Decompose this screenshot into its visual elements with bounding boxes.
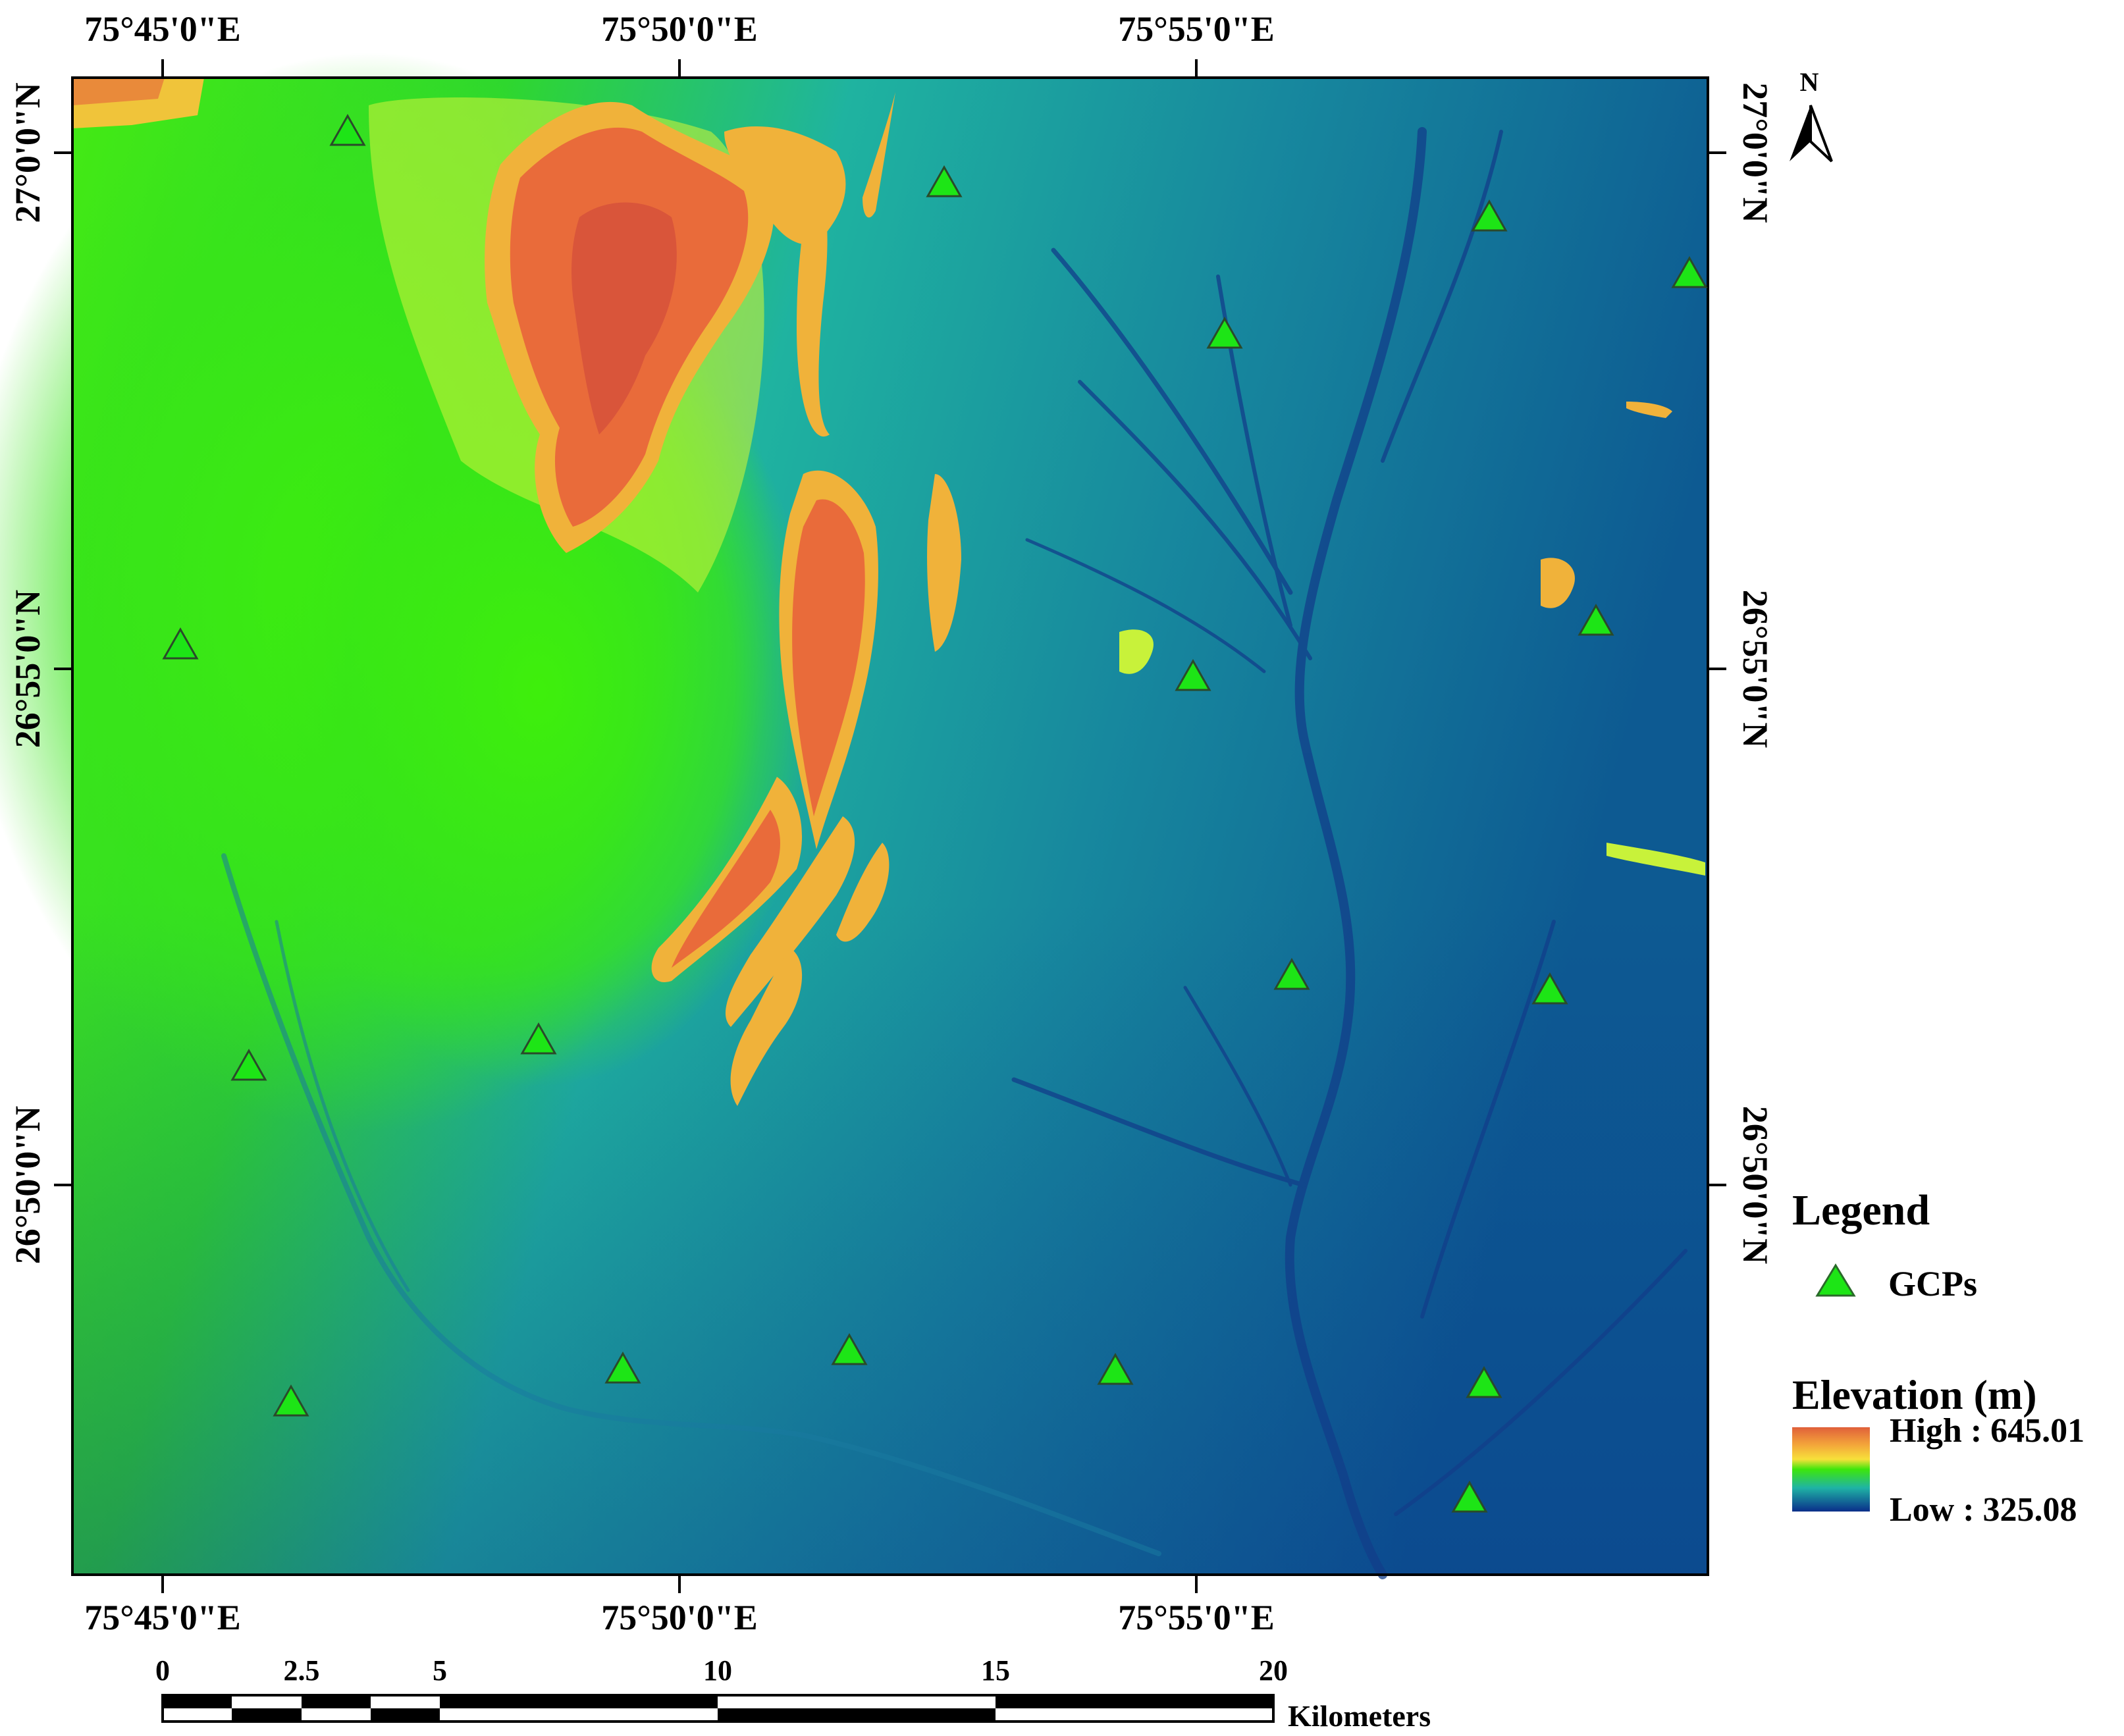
graticule-ticks [54, 59, 1726, 1593]
top-lon-label: 75°50'0"E [601, 9, 758, 49]
gcp-markers [162, 113, 1708, 1513]
scale-bar-segment [996, 1708, 1273, 1722]
elevation-high-label: High : 645.01 [1890, 1412, 2084, 1450]
north-arrow: N [1790, 67, 1833, 163]
gcp-marker-icon [273, 1384, 309, 1417]
gcp-marker-icon [604, 1351, 641, 1384]
elevation-raster [0, 53, 1708, 1579]
gcp-legend-icon [1815, 1263, 1856, 1297]
western-channels [221, 853, 1161, 1556]
gcp-marker-icon [329, 113, 366, 146]
scale-bar-segment [163, 1695, 232, 1708]
gcp-marker-icon [1451, 1480, 1488, 1513]
scale-bar-segment [440, 1708, 718, 1722]
scale-unit-label: Kilometers [1288, 1699, 1431, 1733]
scale-bar-segment [440, 1695, 718, 1708]
gcp-marker-icon [1206, 316, 1243, 349]
gcp-marker-icon [1531, 972, 1568, 1005]
elevation-color-ramp [1792, 1427, 1870, 1512]
central-ridge [651, 92, 961, 1106]
gcp-marker-icon [831, 1332, 868, 1365]
north-arrow-label: N [1800, 67, 1819, 97]
bottom-lon-label: 75°55'0"E [1118, 1598, 1275, 1637]
scale-tick-label: 20 [1259, 1654, 1288, 1687]
bottom-lon-label: 75°45'0"E [84, 1598, 241, 1637]
scale-bar-segment [163, 1708, 232, 1722]
right-lat-label: 27°0'0"N [1736, 82, 1775, 223]
gcp-marker-icon [1273, 957, 1310, 990]
elevation-title: Elevation (m) [1792, 1371, 2037, 1418]
left-lat-label: 26°55'0"N [8, 590, 47, 749]
gcp-marker-icon [1175, 658, 1211, 691]
scale-tick-label: 2.5 [284, 1654, 320, 1687]
legend: Legend GCPs Elevation (m) High : 645.01 … [1792, 1186, 2084, 1529]
bottom-lon-label: 75°50'0"E [601, 1598, 758, 1637]
scale-bar-outline [161, 1694, 1275, 1723]
scale-bar-segment [996, 1695, 1273, 1708]
scale-bar-segment [302, 1695, 371, 1708]
gcp-marker-icon [230, 1048, 267, 1081]
scale-tick-label: 15 [981, 1654, 1010, 1687]
right-latitude-labels: 27°0'0"N 26°55'0"N 26°50'0"N [1736, 82, 1775, 1264]
right-lat-label: 26°55'0"N [1736, 590, 1775, 749]
gcp-marker-icon [162, 627, 199, 660]
scale-bar-segments [161, 1694, 1275, 1723]
bottom-longitude-labels: 75°45'0"E 75°50'0"E 75°55'0"E [84, 1598, 1275, 1637]
left-lat-label: 26°50'0"N [8, 1106, 47, 1265]
eastern-highs [1119, 402, 1705, 876]
top-longitude-labels: 75°45'0"E 75°50'0"E 75°55'0"E [84, 9, 1275, 49]
north-arrow-icon [1790, 105, 1811, 161]
scale-bar: 0 2.5 5 10 15 20 Kilometers [155, 1654, 1431, 1733]
scale-tick-label: 0 [155, 1654, 170, 1687]
scale-bar-segment [371, 1695, 440, 1708]
scale-bar-segment [302, 1708, 371, 1722]
scale-bar-segment [371, 1708, 440, 1722]
scale-bar-segment [718, 1708, 996, 1722]
scale-bar-segment [232, 1695, 302, 1708]
elevation-low-label: Low : 325.08 [1890, 1491, 2077, 1529]
gcp-marker-icon [1671, 255, 1708, 288]
gcp-marker-icon [1097, 1352, 1134, 1385]
top-lon-label: 75°55'0"E [1118, 9, 1275, 49]
scale-bar-segment [718, 1695, 996, 1708]
map-frame [71, 76, 1709, 1576]
gcp-marker-icon [1466, 1365, 1502, 1398]
left-lat-label: 27°0'0"N [8, 82, 47, 223]
gcp-marker-icon [926, 165, 963, 197]
gcp-marker-icon [520, 1022, 557, 1055]
right-lat-label: 26°50'0"N [1736, 1106, 1775, 1265]
scale-bar-segment [232, 1708, 302, 1722]
drainage-network [1011, 127, 1687, 1579]
gcp-marker-icon [1578, 603, 1614, 636]
gcp-legend-label: GCPs [1888, 1264, 1977, 1303]
gcp-marker-icon [1471, 199, 1508, 232]
scale-tick-label: 10 [703, 1654, 732, 1687]
left-latitude-labels: 27°0'0"N 26°55'0"N 26°50'0"N [8, 82, 47, 1264]
top-lon-label: 75°45'0"E [84, 9, 241, 49]
northern-ridge [485, 101, 846, 553]
scale-tick-label: 5 [433, 1654, 447, 1687]
legend-title: Legend [1792, 1186, 1930, 1234]
